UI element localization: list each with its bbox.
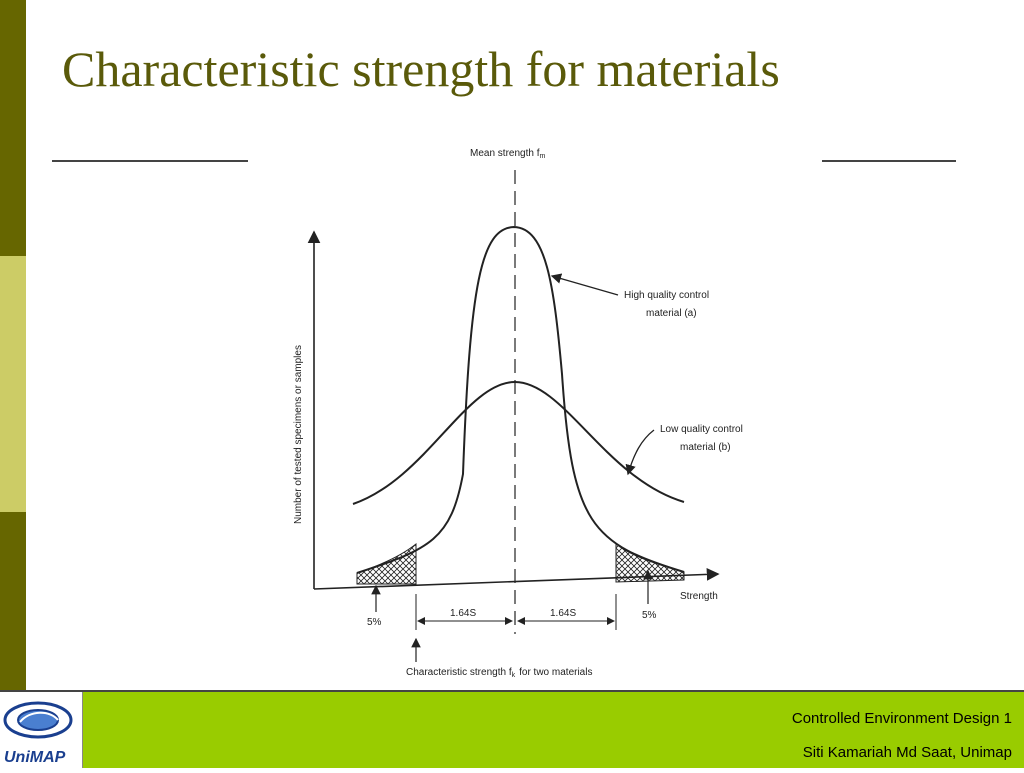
title-underline-left <box>52 160 248 162</box>
x-axis-label: Strength <box>680 591 718 602</box>
title-underline-right <box>822 160 956 162</box>
curve-b-pointer <box>625 429 655 476</box>
curve-a-pointer <box>550 273 619 296</box>
left-accent-bar <box>0 0 26 768</box>
curve-b-label-line2: material (b) <box>680 442 731 453</box>
normal-distribution-figure: Mean strength fm Number of tested specim… <box>256 134 822 690</box>
pct-left-label: 5% <box>367 617 382 628</box>
y-axis-label: Number of tested specimens or samples <box>293 345 304 524</box>
curve-b-label-line1: Low quality control <box>660 424 743 435</box>
svg-text:UniMAP: UniMAP <box>4 749 66 766</box>
curve-a-label-line1: High quality control <box>624 290 709 301</box>
slide-title: Characteristic strength for materials <box>62 41 780 97</box>
char-strength-label: Characteristic strength fk for two materi… <box>406 667 592 679</box>
curve-high-quality <box>356 225 685 574</box>
distribution-diagram: Mean strength fm Number of tested specim… <box>293 148 743 679</box>
mean-strength-label: Mean strength fm <box>470 148 545 160</box>
dim-left-label: 1.64S <box>450 608 476 619</box>
left-bar-segment-top <box>0 0 26 256</box>
left-bar-segment-middle <box>0 256 26 512</box>
unimap-logo-icon: UniMAP <box>3 701 73 766</box>
footer-author: Siti Kamariah Md Saat, Unimap <box>802 744 1012 761</box>
curve-a-label-line2: material (a) <box>646 308 697 319</box>
pct-right-label: 5% <box>642 610 657 621</box>
curve-low-quality <box>352 380 685 505</box>
unimap-logo: UniMAP <box>0 692 83 768</box>
footer-course-title: Controlled Environment Design 1 <box>791 710 1012 727</box>
footer-bar: UniMAP Controlled Environment Design 1 S… <box>0 690 1024 768</box>
dim-right-label: 1.64S <box>550 608 576 619</box>
